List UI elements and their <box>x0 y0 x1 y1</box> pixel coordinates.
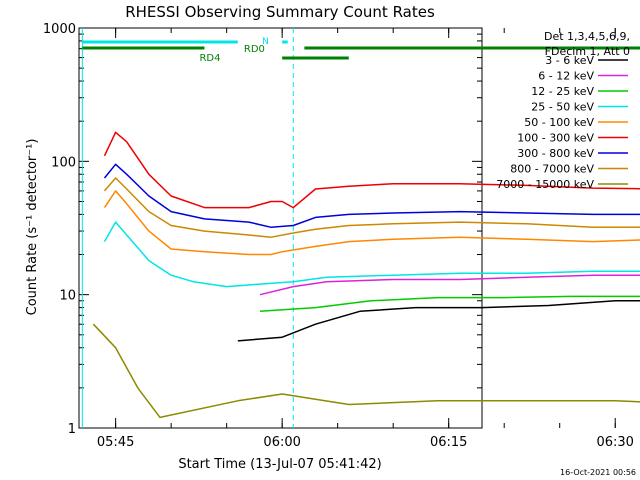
series-line-3 <box>103 221 640 288</box>
y-tick-label: 1000 <box>43 22 76 37</box>
chart-title: RHESSI Observing Summary Count Rates <box>125 3 435 21</box>
x-tick-label: 05:45 <box>97 435 134 450</box>
legend-entry-label: 12 - 25 keV <box>531 85 594 98</box>
series-line-5 <box>103 131 640 209</box>
series-line-1 <box>259 274 640 296</box>
series-line-7 <box>103 177 640 238</box>
series-line-0 <box>237 300 640 342</box>
legend-header-line: FDecim 1, Att 0 <box>545 45 630 58</box>
y-axis-label: Count Rate (s⁻¹ detector⁻¹) <box>25 139 40 316</box>
x-axis-label: Start Time (13-Jul-07 05:41:42) <box>178 457 381 472</box>
y-tick-label: 10 <box>59 289 76 304</box>
rd4-status-label: RD4 <box>199 53 220 64</box>
legend-entry-label: 6 - 12 keV <box>538 70 594 83</box>
x-tick-label: 06:30 <box>596 435 633 450</box>
legend-entry-label: 300 - 800 keV <box>517 147 594 160</box>
series-line-8 <box>92 323 640 419</box>
legend-entry-label: 3 - 6 keV <box>545 54 594 67</box>
n-status-label: N <box>262 37 269 47</box>
y-tick-label: 100 <box>51 155 76 170</box>
legend-entry-label: 7000 - 15000 keV <box>496 178 594 191</box>
legend-entry-label: 100 - 300 keV <box>517 132 594 145</box>
series-line-6 <box>103 163 640 229</box>
x-tick-label: 06:15 <box>430 435 467 450</box>
series-line-2 <box>259 295 640 313</box>
footer-timestamp: 16-Oct-2021 00:56 <box>560 468 636 477</box>
x-tick-label: 06:00 <box>263 435 300 450</box>
series-line-4 <box>103 190 640 256</box>
legend-header-line: Det 1,3,4,5,6,9, <box>544 30 630 43</box>
plot-area: 110100100005:4506:0006:1506:3006:4507:00… <box>43 22 640 450</box>
legend-entry-label: 25 - 50 keV <box>531 101 594 114</box>
plot-frame <box>78 27 483 429</box>
y-tick-label: 1 <box>68 422 76 437</box>
legend: Det 1,3,4,5,6,9, FDecim 1, Att 03 - 6 keV… <box>496 30 630 191</box>
rd0-status-label: RD0 <box>244 44 265 55</box>
legend-entry-label: 50 - 100 keV <box>524 116 594 129</box>
legend-entry-label: 800 - 7000 keV <box>510 163 594 176</box>
